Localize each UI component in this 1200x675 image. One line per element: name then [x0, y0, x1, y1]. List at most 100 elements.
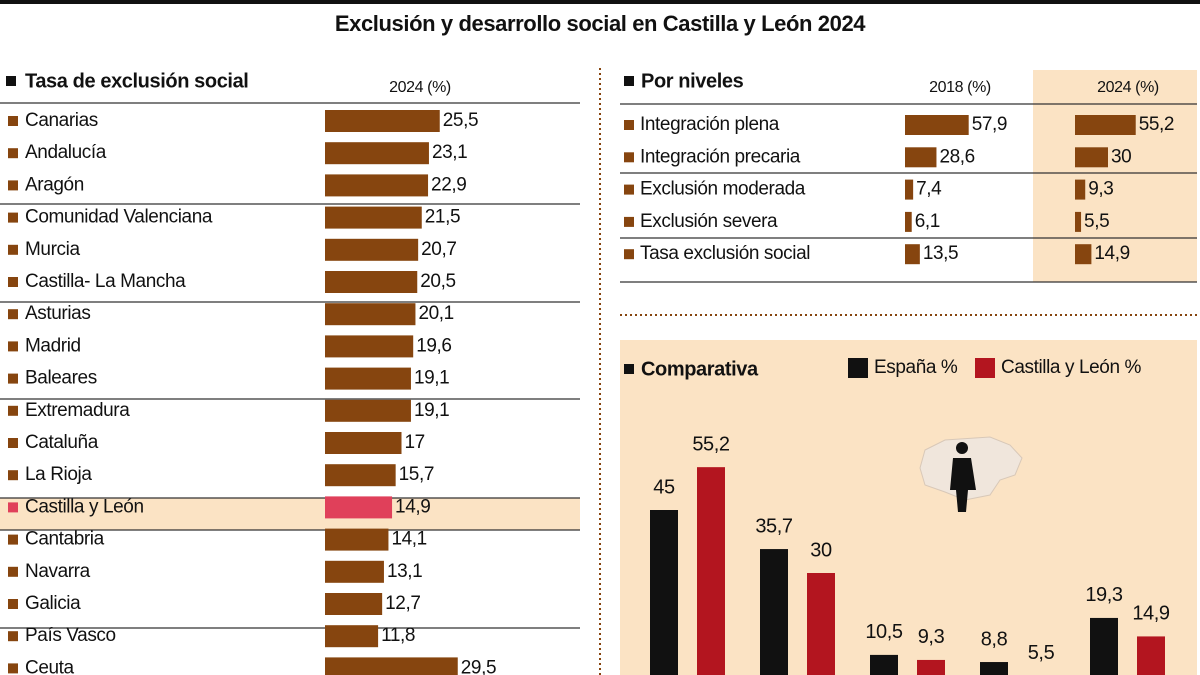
row-label: Exclusión severa [640, 211, 778, 232]
row-label: Comunidad Valenciana [25, 207, 213, 228]
row-label: Tasa exclusión social [640, 243, 810, 264]
row-label: La Rioja [25, 464, 92, 485]
bar [325, 496, 393, 519]
person-icon [950, 442, 976, 512]
bar [325, 593, 383, 615]
row-marker [624, 120, 634, 130]
bar [917, 659, 945, 675]
row-marker [8, 148, 18, 159]
value-label: 23,1 [432, 142, 467, 163]
row-marker [8, 277, 18, 287]
bar [905, 179, 914, 200]
row-marker [8, 341, 18, 352]
bar [325, 560, 384, 583]
value-label: 10,5 [865, 621, 903, 643]
value-label: 30 [1111, 146, 1131, 167]
row-label: Cataluña [25, 432, 99, 453]
row-label: Aragón [25, 174, 84, 195]
row-label: Galicia [25, 593, 81, 614]
row-marker [624, 249, 634, 260]
row-marker [624, 184, 634, 195]
row-label: Castilla y León [25, 496, 144, 517]
value-label: 14,1 [391, 529, 426, 550]
highlight-row [0, 498, 580, 530]
value-label: 5,5 [1084, 211, 1109, 232]
value-label: 29,5 [461, 657, 496, 675]
column-header: 2018 (%) [929, 79, 991, 96]
bar [325, 625, 379, 648]
section-title: Tasa de exclusión social [25, 70, 248, 92]
value-label: 14,9 [1132, 603, 1170, 625]
value-label: 28,6 [939, 146, 974, 167]
top-rule [0, 0, 1200, 4]
bar [325, 206, 422, 229]
value-label: 55,2 [692, 433, 730, 455]
bar [325, 271, 418, 293]
row-marker [8, 566, 18, 577]
value-label: 19,1 [414, 400, 449, 421]
bar [325, 335, 414, 358]
legend-label: Castilla y León % [1001, 357, 1142, 378]
bar [1075, 244, 1092, 265]
row-marker [8, 470, 18, 481]
row-marker [624, 216, 634, 227]
value-label: 57,9 [972, 114, 1007, 135]
legend-swatch [848, 358, 868, 378]
row-label: Madrid [25, 335, 81, 356]
bar [1090, 617, 1118, 675]
row-label: Murcia [25, 239, 80, 260]
bar [325, 110, 440, 132]
row-label: Cantabria [25, 529, 105, 550]
bar [1075, 179, 1086, 200]
column-header: 2024 (%) [389, 79, 451, 96]
row-label: Navarra [25, 561, 91, 582]
row-marker [8, 663, 18, 674]
section-title: Comparativa [641, 358, 759, 380]
bar [325, 142, 429, 165]
value-label: 55,2 [1139, 114, 1174, 135]
bar [325, 174, 429, 197]
bar [325, 399, 411, 422]
value-label: 12,7 [385, 593, 420, 614]
row-marker [8, 212, 18, 223]
bar [325, 657, 458, 675]
value-label: 25,5 [443, 110, 478, 131]
row-label: Ceuta [25, 657, 75, 675]
row-marker [8, 309, 18, 320]
bar [650, 510, 678, 675]
row-marker [8, 244, 18, 255]
value-label: 14,9 [395, 496, 430, 517]
value-label: 13,1 [387, 561, 422, 582]
bar [905, 115, 969, 135]
section-marker [624, 364, 634, 374]
bar [760, 549, 788, 675]
value-label: 20,1 [418, 303, 453, 324]
row-marker [8, 373, 18, 384]
bar [905, 244, 920, 265]
row-marker [8, 438, 18, 448]
row-label: Exclusión moderada [640, 179, 806, 200]
row-marker [8, 116, 18, 126]
row-marker [8, 405, 18, 416]
bar [325, 238, 419, 261]
bar [870, 654, 898, 675]
bar [1075, 211, 1082, 232]
row-marker [8, 180, 18, 191]
value-label: 15,7 [399, 464, 434, 485]
row-marker [8, 599, 18, 609]
row-label: Extremadura [25, 400, 130, 421]
highlight-column [1033, 70, 1197, 282]
row-marker [624, 152, 634, 163]
page-title: Exclusión y desarrollo social en Castill… [335, 11, 866, 36]
value-label: 13,5 [923, 243, 958, 264]
value-label: 19,3 [1085, 584, 1123, 606]
row-label: Asturias [25, 303, 90, 324]
bar [325, 432, 402, 454]
row-label: Andalucía [25, 142, 107, 163]
bar [697, 467, 725, 675]
bar [980, 662, 1008, 675]
value-label: 17 [405, 432, 425, 453]
row-marker [8, 502, 18, 513]
section-marker [6, 76, 16, 86]
